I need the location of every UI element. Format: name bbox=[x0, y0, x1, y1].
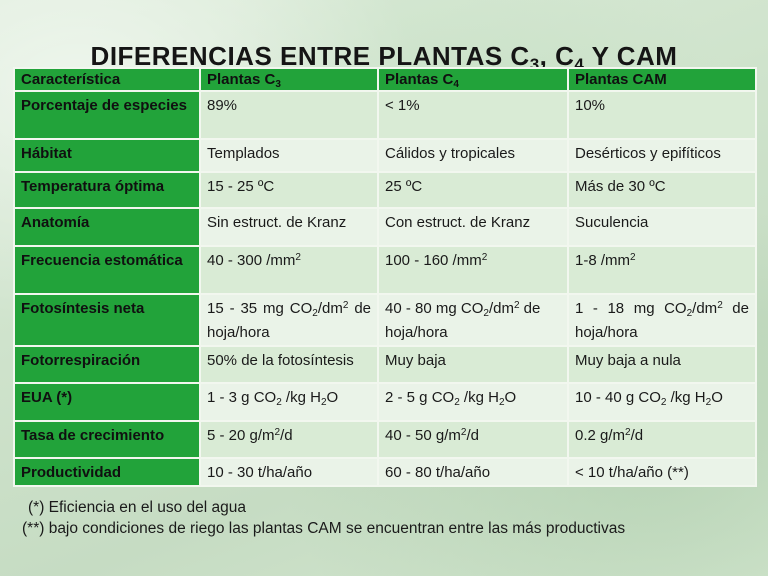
row-label-water-use-efficiency: EUA (*) bbox=[13, 382, 201, 422]
table-row: Frecuencia estomática 40 - 300 /mm2 100 … bbox=[13, 245, 757, 295]
cell-cam: 1 - 18 mg CO2/dm2 de hoja/hora bbox=[567, 293, 757, 347]
table-row: Fotorrespiración 50% de la fotosíntesis … bbox=[13, 345, 757, 384]
table-row: Temperatura óptima 15 - 25 ºC 25 ºC Más … bbox=[13, 171, 757, 209]
row-label-percent-species: Porcentaje de especies bbox=[13, 90, 201, 140]
cell-cam: Muy baja a nula bbox=[567, 345, 757, 384]
cell-c4: 40 - 50 g/m2/d bbox=[377, 420, 569, 459]
cell-c4: 100 - 160 /mm2 bbox=[377, 245, 569, 295]
footnote-water-use: (*) Eficiencia en el uso del agua bbox=[28, 499, 246, 516]
table-row: Productividad 10 - 30 t/ha/año 60 - 80 t… bbox=[13, 457, 757, 487]
footnote-cam-productivity: (**) bajo condiciones de riego las plant… bbox=[22, 520, 626, 537]
table-header-row: Característica Plantas C3 Plantas C4 Pla… bbox=[13, 67, 757, 92]
cell-c3: 15 - 25 ºC bbox=[199, 171, 379, 209]
cell-c4: Cálidos y tropicales bbox=[377, 138, 569, 173]
comparison-table-container: Característica Plantas C3 Plantas C4 Pla… bbox=[13, 67, 757, 487]
cell-c4: 60 - 80 t/ha/año bbox=[377, 457, 569, 487]
cell-cam: Suculencia bbox=[567, 207, 757, 247]
row-label-anatomy: Anatomía bbox=[13, 207, 201, 247]
cell-c4: Muy baja bbox=[377, 345, 569, 384]
cell-cam: 10% bbox=[567, 90, 757, 140]
row-label-stomatal-frequency: Frecuencia estomática bbox=[13, 245, 201, 295]
row-label-habitat: Hábitat bbox=[13, 138, 201, 173]
cell-cam: Desérticos y epifíticos bbox=[567, 138, 757, 173]
table-row: EUA (*) 1 - 3 g CO2 /kg H2O 2 - 5 g CO2 … bbox=[13, 382, 757, 422]
cell-c3: 40 - 300 /mm2 bbox=[199, 245, 379, 295]
cell-cam: < 10 t/ha/año (**) bbox=[567, 457, 757, 487]
cell-c4: 2 - 5 g CO2 /kg H2O bbox=[377, 382, 569, 422]
cell-c3: 50% de la fotosíntesis bbox=[199, 345, 379, 384]
cell-cam: 10 - 40 g CO2 /kg H2O bbox=[567, 382, 757, 422]
cell-cam: 1-8 /mm2 bbox=[567, 245, 757, 295]
cell-c4: 40 - 80 mg CO2/dm2 de hoja/hora bbox=[377, 293, 569, 347]
cell-cam: 0.2 g/m2/d bbox=[567, 420, 757, 459]
cell-c4: 25 ºC bbox=[377, 171, 569, 209]
table-row: Tasa de crecimiento 5 - 20 g/m2/d 40 - 5… bbox=[13, 420, 757, 459]
cell-c3: Templados bbox=[199, 138, 379, 173]
row-label-optimal-temperature: Temperatura óptima bbox=[13, 171, 201, 209]
table-row: Anatomía Sin estruct. de Kranz Con estru… bbox=[13, 207, 757, 247]
table-row: Hábitat Templados Cálidos y tropicales D… bbox=[13, 138, 757, 173]
header-feature: Característica bbox=[13, 67, 201, 92]
cell-cam: Más de 30 ºC bbox=[567, 171, 757, 209]
row-label-growth-rate: Tasa de crecimiento bbox=[13, 420, 201, 459]
slide-title: DIFERENCIAS ENTRE PLANTAS C3, C4 Y CAM bbox=[90, 41, 678, 75]
row-label-productivity: Productividad bbox=[13, 457, 201, 487]
cell-c3: 15 - 35 mg CO2/dm2 de hoja/hora bbox=[199, 293, 379, 347]
cell-c3: 1 - 3 g CO2 /kg H2O bbox=[199, 382, 379, 422]
comparison-table: Característica Plantas C3 Plantas C4 Pla… bbox=[13, 67, 757, 487]
cell-c4: < 1% bbox=[377, 90, 569, 140]
table-row: Porcentaje de especies 89% < 1% 10% bbox=[13, 90, 757, 140]
row-label-photorespiration: Fotorrespiración bbox=[13, 345, 201, 384]
footnotes: (*) Eficiencia en el uso del agua (**) b… bbox=[22, 497, 758, 539]
cell-c3: 5 - 20 g/m2/d bbox=[199, 420, 379, 459]
cell-c3: 10 - 30 t/ha/año bbox=[199, 457, 379, 487]
row-label-net-photosynthesis: Fotosíntesis neta bbox=[13, 293, 201, 347]
cell-c3: Sin estruct. de Kranz bbox=[199, 207, 379, 247]
header-c3: Plantas C3 bbox=[199, 67, 379, 92]
cell-c4: Con estruct. de Kranz bbox=[377, 207, 569, 247]
cell-c3: 89% bbox=[199, 90, 379, 140]
header-cam: Plantas CAM bbox=[567, 67, 757, 92]
header-c4: Plantas C4 bbox=[377, 67, 569, 92]
table-row: Fotosíntesis neta 15 - 35 mg CO2/dm2 de … bbox=[13, 293, 757, 347]
